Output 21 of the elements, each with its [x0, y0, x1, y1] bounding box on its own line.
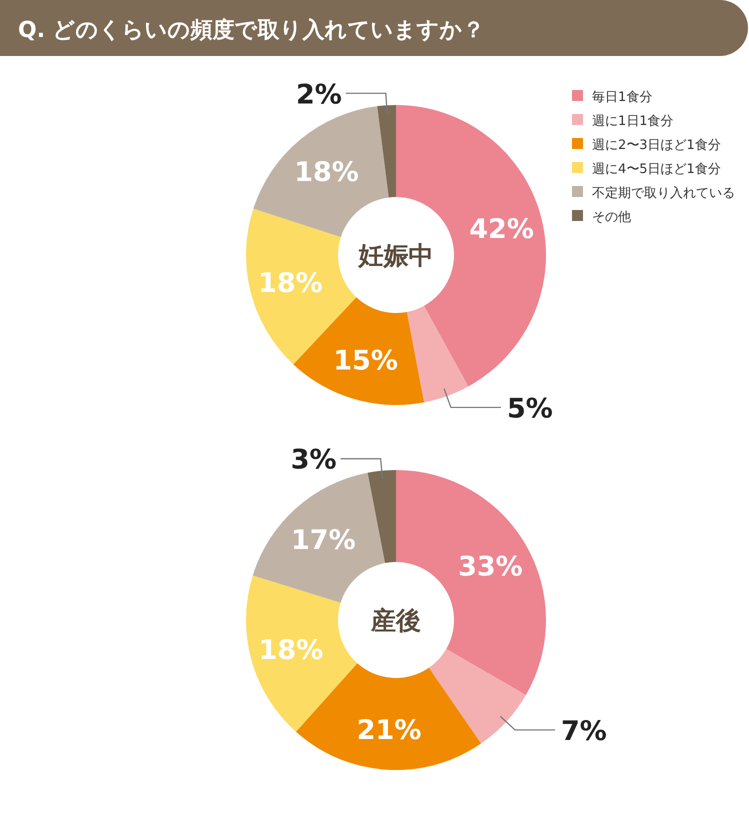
legend-label: 週に4〜5日ほど1食分 [592, 162, 721, 177]
data-label: 18% [258, 268, 323, 300]
data-label: 18% [294, 157, 359, 188]
data-label: 5% [507, 393, 553, 424]
data-label: 42% [469, 214, 534, 245]
legend-label: 週に2〜3日ほど1食分 [592, 138, 721, 153]
data-label: 3% [290, 444, 337, 476]
data-label: 18% [258, 635, 324, 666]
data-label: 17% [291, 524, 356, 556]
text: 妊娠中 [358, 241, 434, 270]
text: 産後 [370, 606, 421, 635]
data-label: 15% [333, 346, 398, 377]
legend-label: 不定期で取り入れている [592, 186, 735, 201]
data-label: 7% [561, 716, 607, 747]
legend-label: 週に1日1食分 [592, 114, 674, 129]
data-label: 33% [458, 552, 523, 582]
data-label: 21% [356, 714, 422, 746]
legend-label: その他 [592, 210, 631, 225]
chart-title: Q. どのくらいの頻度で取り入れていますか？ [18, 17, 485, 43]
data-label: 2% [296, 79, 342, 110]
legend-label: 毎日1食分 [592, 90, 652, 105]
